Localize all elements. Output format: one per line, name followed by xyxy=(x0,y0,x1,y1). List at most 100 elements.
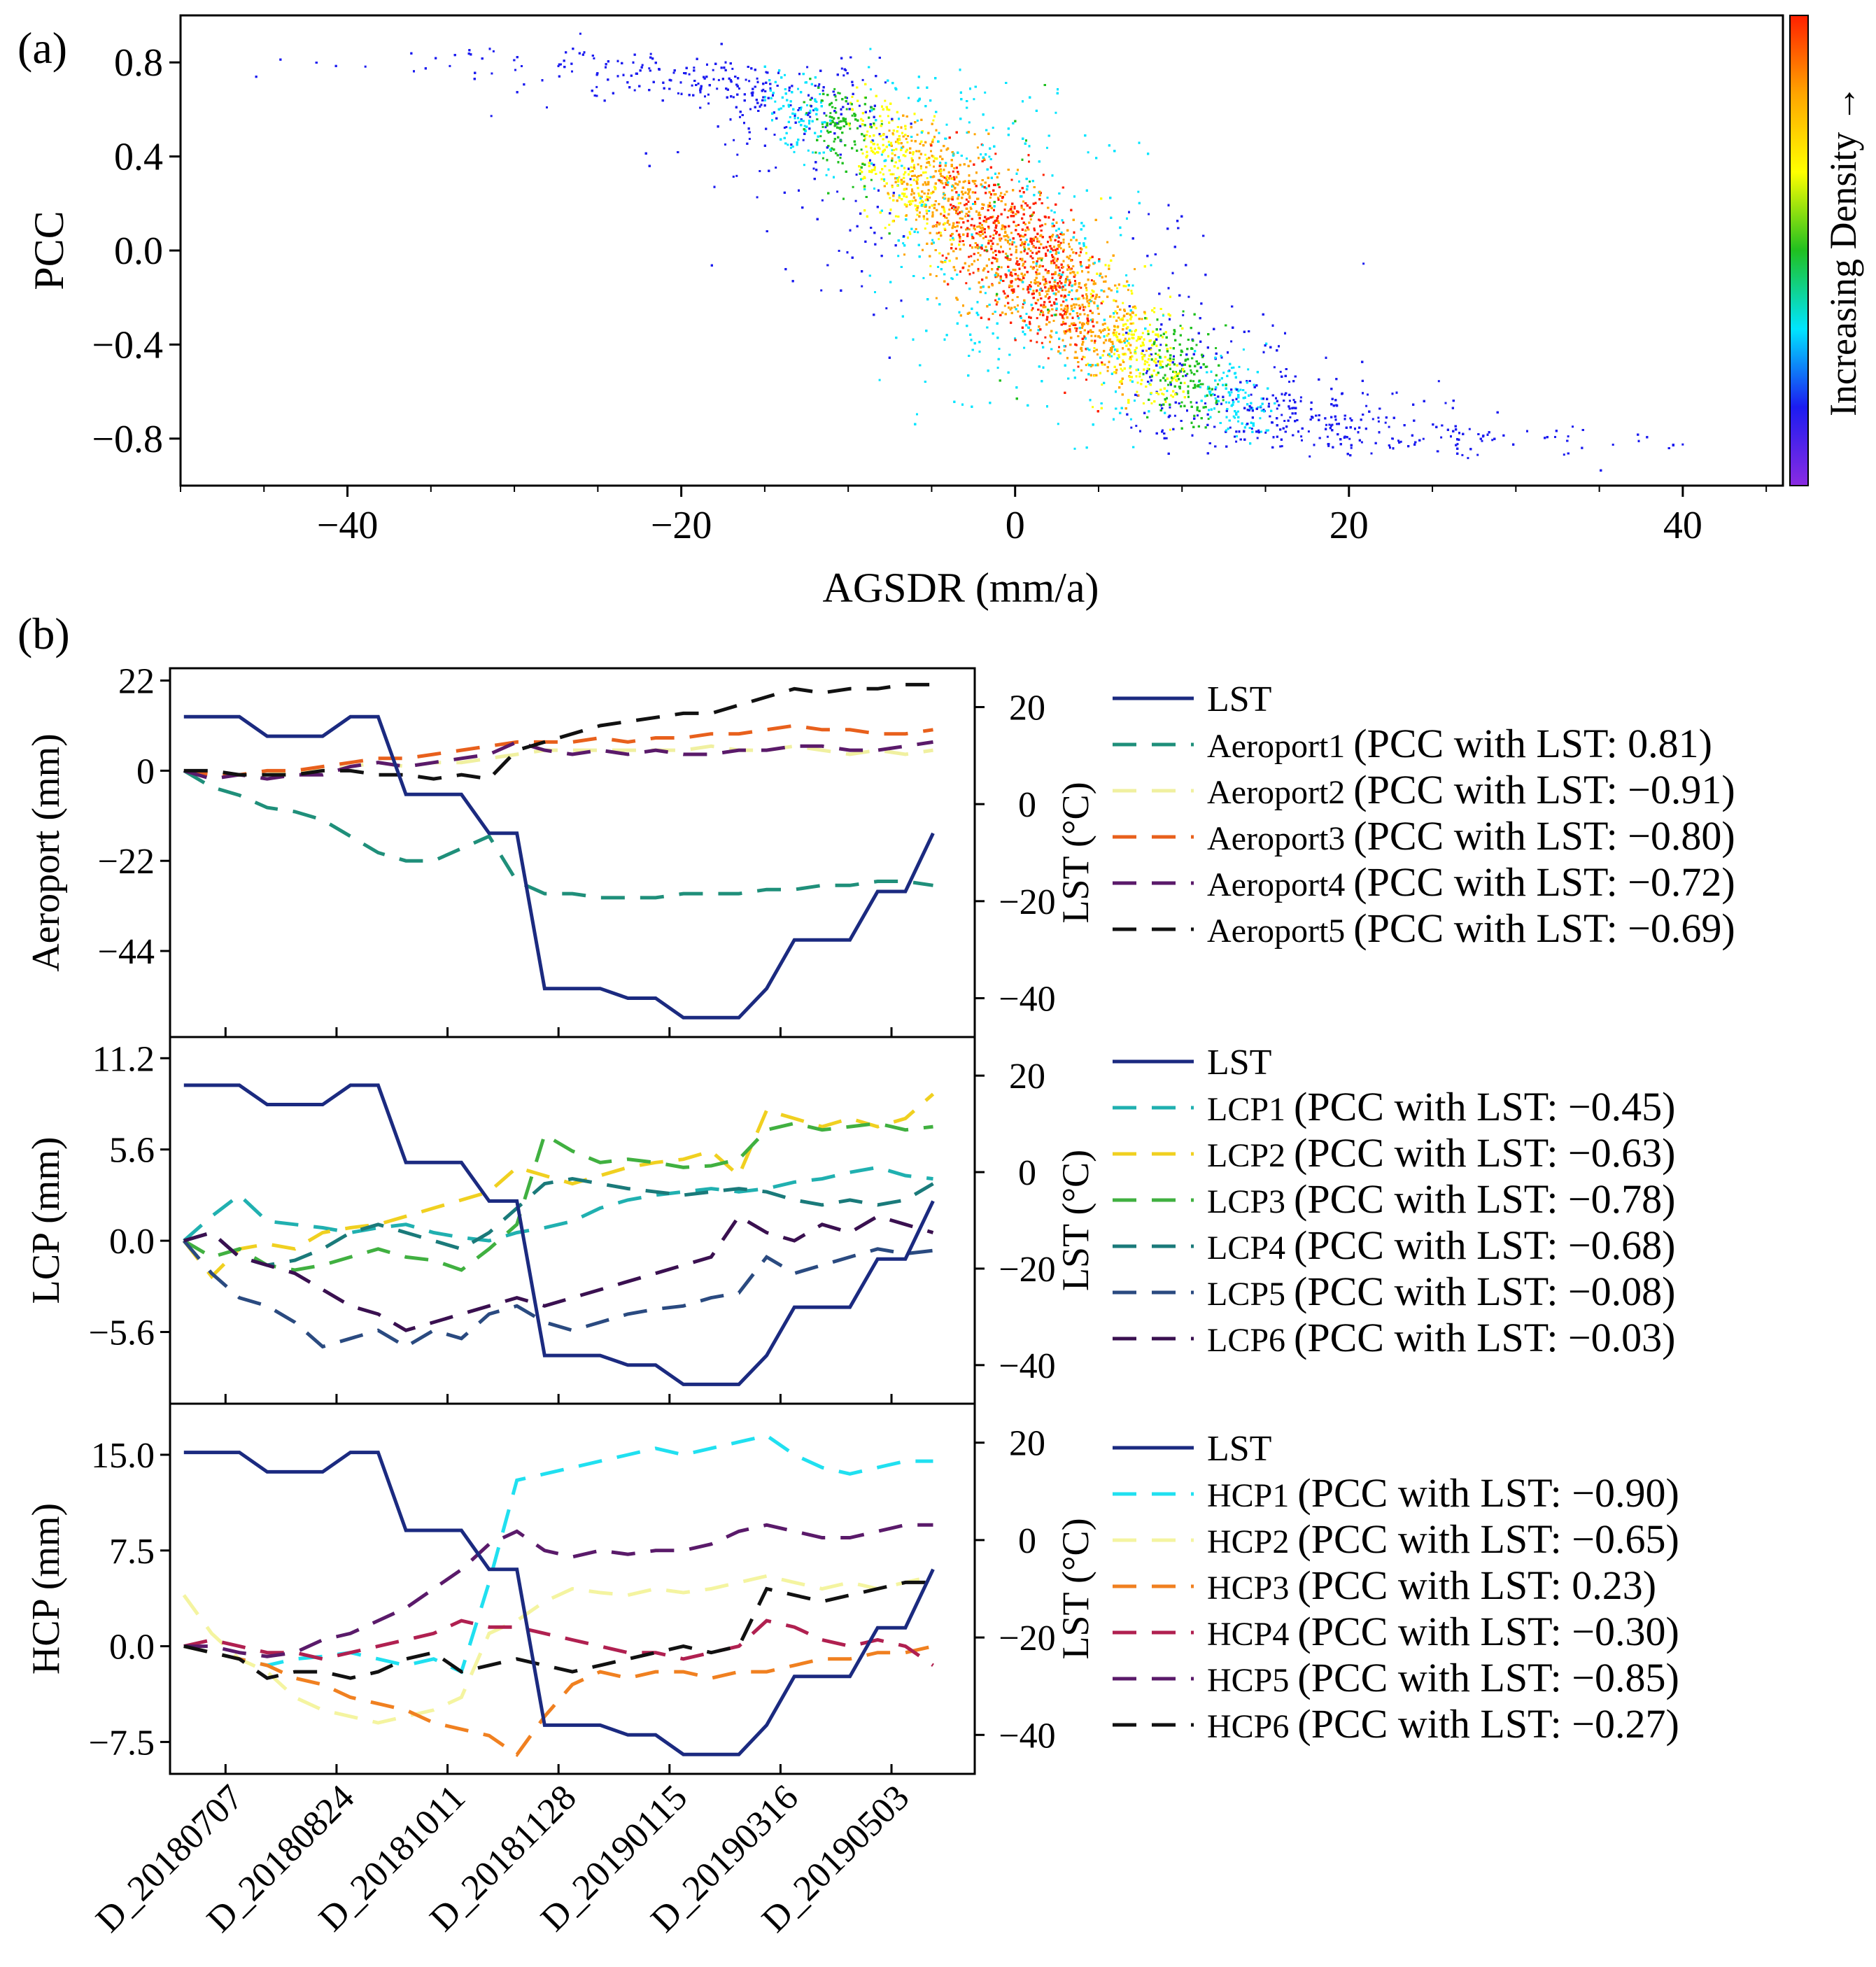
scatter-point xyxy=(938,238,940,241)
scatter-point xyxy=(996,215,999,218)
scatter-point xyxy=(1029,265,1032,268)
scatter-point xyxy=(1120,367,1122,370)
scatter-point xyxy=(774,100,777,103)
scatter-point xyxy=(915,227,917,230)
scatter-point xyxy=(937,266,940,268)
scatter-point xyxy=(957,173,960,176)
scatter-point xyxy=(919,165,922,168)
scatter-point xyxy=(1173,414,1176,417)
scatter-point xyxy=(979,213,982,216)
scatter-point xyxy=(1367,393,1369,396)
scatter-point xyxy=(748,138,751,140)
scatter-point xyxy=(1031,251,1034,254)
scatter-point xyxy=(1035,265,1038,267)
scatter-point xyxy=(954,269,957,272)
scatter-point xyxy=(1047,357,1050,360)
scatter-point xyxy=(1064,284,1066,287)
scatter-point xyxy=(837,92,840,94)
scatter-point xyxy=(894,141,897,143)
scatter-point xyxy=(931,213,934,216)
scatter-point xyxy=(1099,274,1101,277)
scatter-point xyxy=(1149,323,1151,326)
scatter-point xyxy=(1377,416,1380,419)
scatter-point xyxy=(1044,223,1047,225)
scatter-point xyxy=(1491,439,1494,442)
scatter-point xyxy=(490,115,493,118)
scatter-point xyxy=(908,231,911,234)
scatter-point xyxy=(989,235,992,238)
scatter-point xyxy=(926,162,929,164)
scatter-point xyxy=(909,232,912,235)
scatter-point xyxy=(994,222,996,225)
scatter-point xyxy=(873,188,875,190)
scatter-point xyxy=(909,178,912,181)
scatter-point xyxy=(821,122,824,125)
scatter-point xyxy=(1230,340,1233,343)
scatter-point xyxy=(1124,337,1127,340)
scatter-point xyxy=(1015,257,1018,260)
scatter-point xyxy=(1336,423,1338,425)
scatter-point xyxy=(1083,356,1086,359)
scatter-point xyxy=(812,109,815,112)
scatter-point xyxy=(1110,351,1113,353)
scatter-point xyxy=(994,153,997,155)
scatter-point xyxy=(1125,274,1128,276)
scatter-point xyxy=(931,239,934,241)
scatter-point xyxy=(1081,323,1084,326)
scatter-point xyxy=(1199,386,1201,388)
scatter-point xyxy=(1120,341,1123,344)
scatter-point xyxy=(789,104,792,106)
scatter-point xyxy=(945,123,948,126)
scatter-point xyxy=(1611,444,1614,446)
scatter-point xyxy=(1141,318,1143,320)
scatter-point xyxy=(869,48,872,50)
scatter-point xyxy=(789,146,792,149)
scatter-point xyxy=(1091,289,1094,292)
scatter-point xyxy=(1257,429,1260,432)
scatter-point xyxy=(1106,369,1109,372)
scatter-point xyxy=(1161,393,1164,395)
scatter-point xyxy=(1289,416,1292,418)
scatter-point xyxy=(885,307,888,310)
scatter-point xyxy=(805,113,807,115)
scatter-point xyxy=(1169,428,1171,431)
scatter-point xyxy=(1031,242,1034,245)
scatter-point xyxy=(1089,365,1092,367)
scatter-point xyxy=(1075,303,1078,306)
scatter-point xyxy=(1048,288,1050,290)
scatter-point xyxy=(960,226,963,229)
scatter-point xyxy=(927,183,930,185)
scatter-point xyxy=(916,181,919,184)
scatter-point xyxy=(1250,393,1253,396)
scatter-point xyxy=(1060,231,1063,234)
scatter-point xyxy=(1059,247,1062,250)
panel-label-a: (a) xyxy=(17,23,67,73)
scatter-point xyxy=(1153,311,1155,313)
scatter-point xyxy=(805,112,808,115)
scatter-point xyxy=(1050,260,1053,263)
scatter-point xyxy=(825,174,828,176)
scatter-point xyxy=(820,289,823,292)
scatter-point xyxy=(964,215,967,218)
scatter-point xyxy=(1071,298,1073,300)
scatter-point xyxy=(919,167,922,170)
scatter-point xyxy=(851,114,854,117)
scatter-point xyxy=(851,96,854,98)
scatter-point xyxy=(1146,361,1149,364)
scatter-point xyxy=(1563,453,1565,456)
scatter-point xyxy=(887,193,890,196)
scatter-point xyxy=(819,135,822,138)
scatter-point xyxy=(1180,353,1182,356)
scatter-point xyxy=(898,194,901,197)
scatter-point xyxy=(819,93,821,95)
scatter-point xyxy=(1307,430,1310,433)
scatter-point xyxy=(1036,281,1038,283)
scatter-point xyxy=(1230,391,1233,394)
scatter-point xyxy=(1057,423,1059,425)
scatter-point xyxy=(787,105,790,108)
scatter-point xyxy=(1440,436,1443,439)
scatter-point xyxy=(1145,349,1148,352)
scatter-point xyxy=(1232,399,1234,402)
scatter-point xyxy=(1109,348,1112,351)
scatter-point xyxy=(933,165,935,168)
